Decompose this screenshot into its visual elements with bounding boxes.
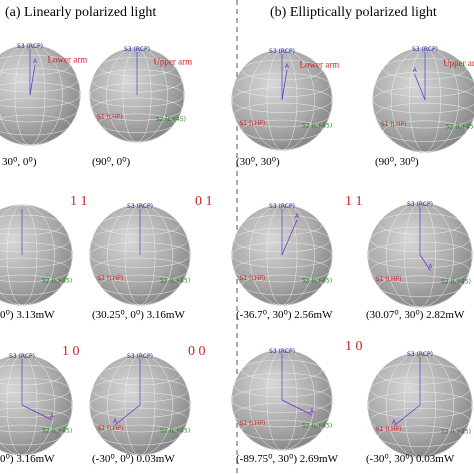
- state-digits: 1 1: [70, 194, 88, 209]
- s3-label: S3 (RCP): [124, 46, 150, 53]
- state-vector: [114, 404, 141, 426]
- meridian: [89, 47, 185, 143]
- s3-label: S3 (RCP): [269, 203, 295, 210]
- s2-label: S2 (L+45): [446, 124, 474, 131]
- s2-label: S2 (L+45): [302, 123, 332, 130]
- point-label: A: [392, 419, 397, 426]
- point-label: A: [113, 418, 118, 425]
- state-vector: [21, 404, 53, 421]
- caption: 0⁰) 3.13mW: [0, 309, 55, 321]
- state-vector: [281, 219, 298, 256]
- point-label: A: [50, 413, 55, 420]
- state-digits: 1 0: [345, 339, 363, 354]
- caption: (90⁰, 0⁰): [92, 156, 130, 168]
- state-digits: 1 1: [345, 194, 363, 209]
- caption: (-89.75⁰, 30⁰) 2.69mW: [236, 453, 339, 465]
- s1-label: S1 (LHP): [240, 120, 266, 127]
- s3-label: S3 (RCP): [9, 353, 35, 360]
- s1-label: S1 (LHP): [381, 121, 407, 128]
- point-label: A: [285, 63, 290, 70]
- caption: (30.07⁰, 30⁰) 2.82mW: [366, 309, 465, 321]
- meridian: [89, 204, 191, 306]
- s1-label: S1 (LHP): [98, 275, 124, 282]
- s3-label: S3 (RCP): [407, 351, 433, 358]
- meridian: [231, 49, 333, 151]
- s1-label: S1 (LHP): [240, 275, 266, 282]
- meridian: [89, 354, 191, 456]
- s2-label: S2 (L+45): [156, 116, 186, 123]
- point-label: A: [310, 408, 315, 415]
- state-digits: 0 0: [188, 344, 206, 359]
- arm-label: Lower arm: [300, 60, 340, 70]
- meridian: [0, 204, 73, 306]
- state-vector: [414, 73, 426, 101]
- heading-a: (a) Linearly polarized light: [5, 5, 156, 20]
- caption: 0⁰) 3.16mW: [0, 453, 55, 465]
- meridian: [231, 204, 333, 306]
- arm-label: Lower arm: [48, 55, 88, 65]
- s3-label: S3 (RCP): [407, 201, 433, 208]
- s1-label: S1 (LHP): [240, 420, 266, 427]
- s2-label: S2 (L+45): [441, 279, 471, 286]
- s1-label: S1 (LHP): [98, 425, 124, 432]
- s2-label: S2 (L+45): [441, 429, 471, 436]
- state-vector: [393, 404, 421, 427]
- caption: (90⁰, 30⁰): [375, 156, 419, 168]
- s2-label: S2 (L+45): [302, 278, 332, 285]
- s3-label: S3 (RCP): [269, 348, 295, 355]
- s2-label: S2 (L+45): [42, 428, 72, 435]
- caption: 30⁰, 0⁰): [2, 156, 37, 168]
- state-digits: 0 1: [195, 194, 213, 209]
- point-label: A: [413, 67, 418, 74]
- meridian: [0, 44, 81, 146]
- s1-label: S1 (LHP): [376, 426, 402, 433]
- meridian: [231, 349, 333, 451]
- s2-label: S2 (L+45): [160, 278, 190, 285]
- s3-label: S3 (RCP): [127, 203, 153, 210]
- arm-label: Upper arm: [153, 56, 192, 66]
- meridian: [367, 352, 473, 458]
- meridian: [0, 354, 73, 456]
- state-vector: [419, 254, 431, 271]
- s1-label: S1 (LHP): [97, 114, 123, 121]
- caption: (-36.7⁰, 30⁰) 2.56mW: [236, 309, 333, 321]
- caption: (30.25⁰, 0⁰) 3.16mW: [92, 309, 185, 321]
- state-vector: [281, 69, 288, 101]
- heading-b: (b) Elliptically polarized light: [270, 5, 437, 20]
- s2-label: S2 (L+45): [42, 278, 72, 285]
- point-label: A: [428, 264, 433, 271]
- s2-label: S2 (L+45): [160, 428, 190, 435]
- caption: (30⁰, 30⁰): [236, 156, 280, 168]
- s3-label: S3 (RCP): [269, 48, 295, 55]
- caption: (-30⁰, 0⁰) 0.03mW: [92, 453, 175, 465]
- state-vector: [29, 64, 36, 96]
- state-digits: 1 0: [62, 344, 80, 359]
- s1-label: S1 (LHP): [376, 276, 402, 283]
- point-label: A: [295, 213, 300, 220]
- arm-label: Upper arm: [443, 58, 474, 68]
- s3-label: S3 (RCP): [412, 46, 438, 53]
- meridian: [372, 47, 474, 153]
- point-label: A: [33, 58, 38, 65]
- state-vector: [281, 399, 313, 416]
- s3-label: S3 (RCP): [127, 353, 153, 360]
- meridian: [367, 202, 473, 308]
- s2-label: S2 (L+45): [302, 423, 332, 430]
- caption: (-30⁰, 30⁰) 0.03mW: [366, 453, 455, 465]
- s3-label: S3 (RCP): [17, 43, 43, 50]
